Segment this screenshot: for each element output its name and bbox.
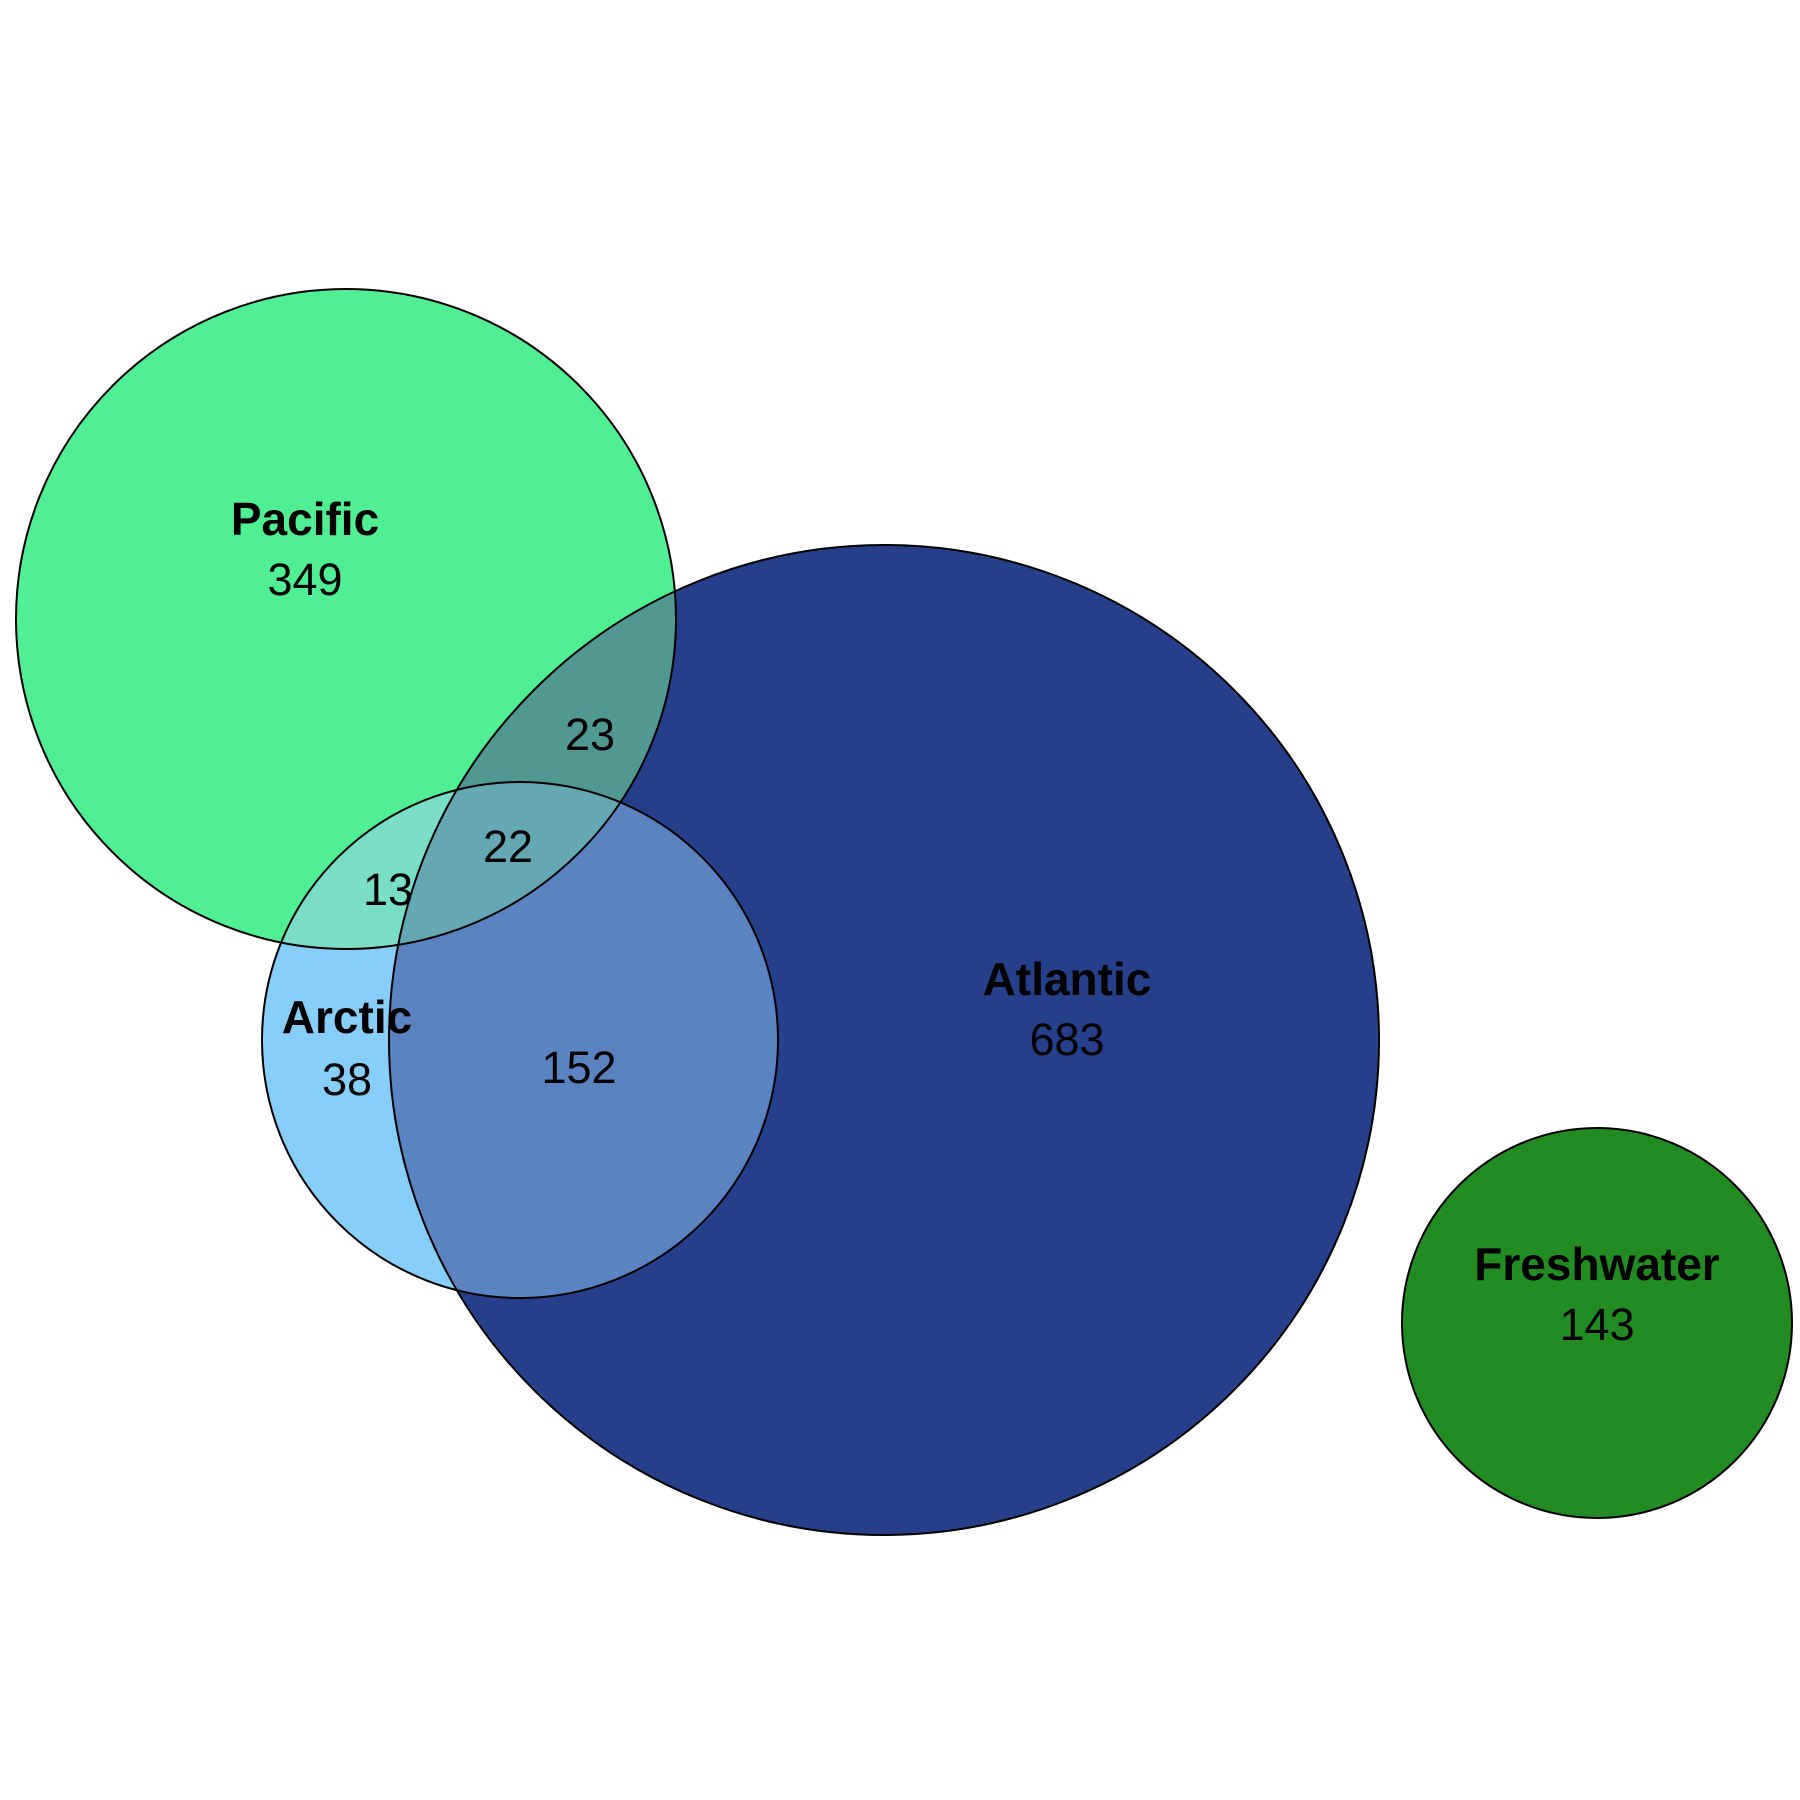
arctic-circle-outline	[261, 781, 779, 1299]
pacific-arctic-atlantic-count: 22	[483, 821, 533, 872]
atlantic-circle-outline	[388, 544, 1380, 1536]
pacific-arctic-count: 13	[363, 864, 413, 915]
freshwater-only-count: 143	[1559, 1299, 1634, 1350]
arctic-label: Arctic	[282, 991, 412, 1043]
pacific-only-count: 349	[267, 554, 342, 605]
freshwater-label: Freshwater	[1474, 1238, 1720, 1290]
atlantic-circle-fill	[389, 545, 1379, 1535]
arctic-only-count: 38	[322, 1054, 372, 1105]
atlantic-only-count: 683	[1029, 1014, 1104, 1065]
pacific-circle-outline	[15, 288, 677, 950]
freshwater-circle	[1401, 1127, 1793, 1519]
arctic-atlantic-count: 152	[541, 1042, 616, 1093]
atlantic-label: Atlantic	[983, 953, 1152, 1005]
pacific-atlantic-count: 23	[565, 709, 615, 760]
pacific-label: Pacific	[231, 493, 379, 545]
